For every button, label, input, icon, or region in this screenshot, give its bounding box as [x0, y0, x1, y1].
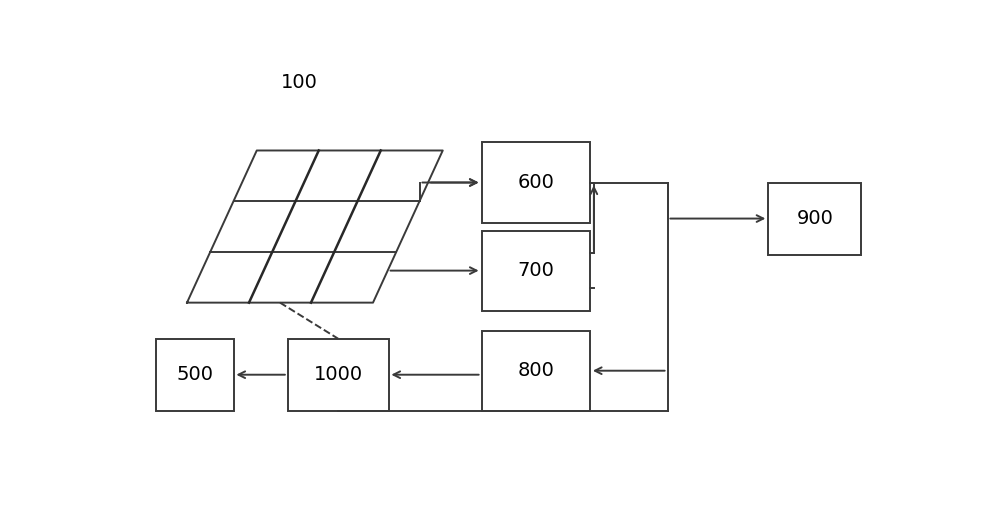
Text: 900: 900	[796, 209, 833, 228]
Bar	[768, 183, 861, 255]
Bar	[156, 339, 234, 411]
Text: 100: 100	[281, 73, 318, 93]
Bar	[482, 331, 590, 411]
Text: 600: 600	[517, 173, 554, 192]
Text: 500: 500	[176, 365, 213, 384]
Text: 1000: 1000	[314, 365, 363, 384]
Bar	[288, 339, 388, 411]
Text: 700: 700	[517, 261, 554, 280]
Bar	[482, 142, 590, 223]
Text: 800: 800	[517, 361, 554, 380]
Bar	[482, 230, 590, 310]
